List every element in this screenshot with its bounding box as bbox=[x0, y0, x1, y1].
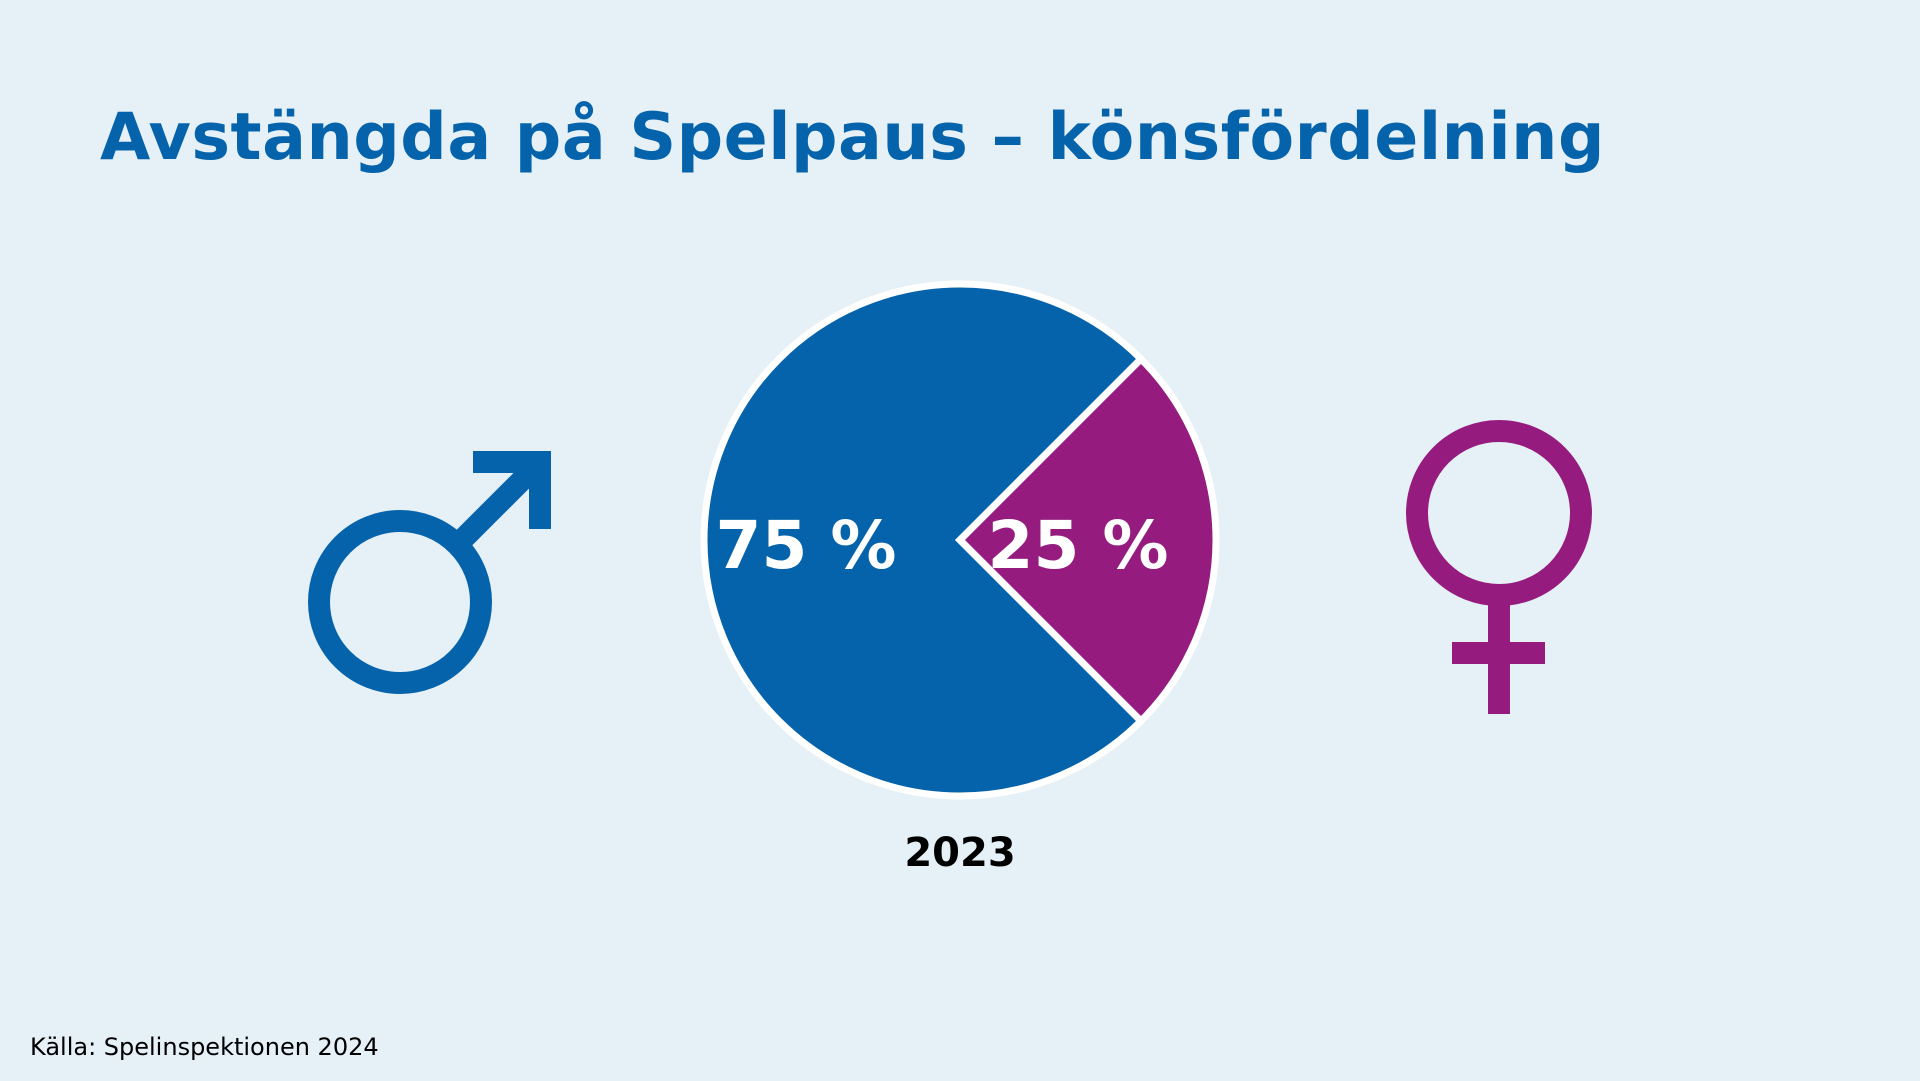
source-note: Källa: Spelinspektionen 2024 bbox=[30, 1033, 379, 1061]
female-symbol-icon bbox=[1406, 420, 1592, 714]
pie-slices: 75 % 25 % bbox=[700, 280, 1220, 800]
year-label: 2023 bbox=[904, 830, 1016, 876]
male-symbol-icon bbox=[308, 451, 551, 694]
page-title: Avstängda på Spelpaus – könsfördelning bbox=[100, 100, 1605, 175]
pie-label-women: 25 % bbox=[988, 507, 1169, 584]
pie-slice-men bbox=[700, 280, 1146, 800]
pie-slice-women bbox=[955, 354, 1220, 726]
pie-label-men: 75 % bbox=[716, 507, 897, 584]
